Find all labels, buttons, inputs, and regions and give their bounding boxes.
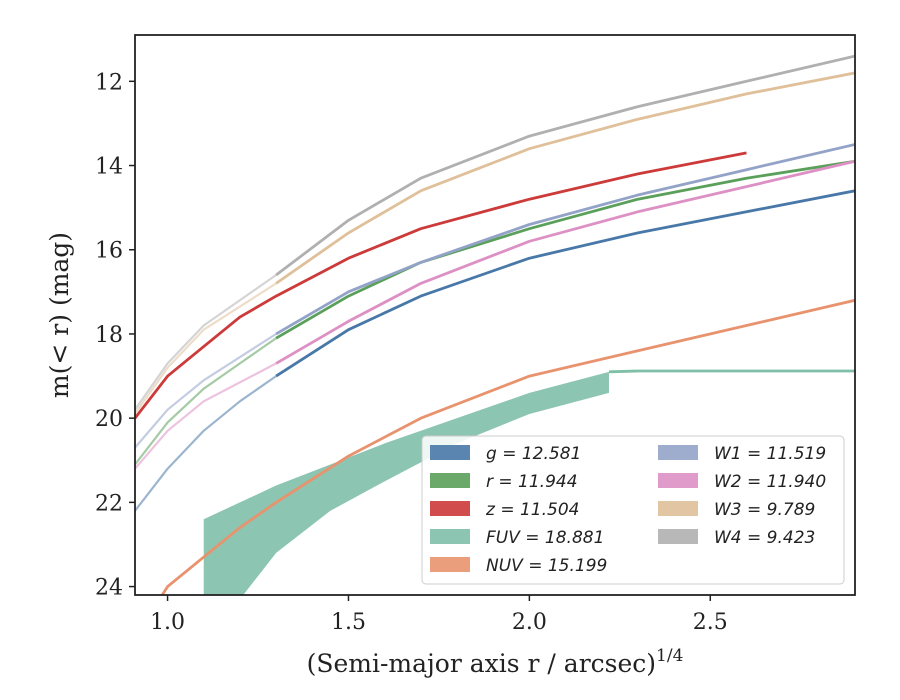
legend-swatch-nuv [430,557,470,572]
legend-label-w2: W2 = 11.940 [714,472,826,492]
series-fuv-band [203,371,609,595]
series-r-line [275,159,855,340]
legend-swatch-z [430,501,470,516]
y-tick-label: 22 [95,491,123,516]
x-tick-label: 2.0 [512,610,547,635]
series-w2-line [275,159,855,365]
series-w1-line [275,143,855,336]
x-tick-label: 2.5 [693,610,728,635]
y-tick-label: 12 [95,70,123,95]
series-w3-line-faint [135,282,277,415]
legend-swatch-w1 [658,445,698,460]
series-g-line [275,189,855,378]
series-fuv-line [608,369,855,374]
series-w2-line-faint [135,362,277,470]
series-w4-line-faint [135,274,277,411]
legend-label-w3: W3 = 9.789 [714,500,815,520]
y-tick-label: 16 [95,239,123,264]
bands-layer [203,371,609,595]
legend-label-fuv: FUV = 18.881 [486,528,604,548]
x-axis-title-exponent: 1/4 [656,646,683,666]
legend-label-g: g = 12.581 [486,444,581,464]
legend-box [421,435,845,585]
legend-label-w1: W1 = 11.519 [714,444,826,464]
legend-swatch-r [430,473,470,488]
legend-swatch-w2 [658,473,698,488]
legend-swatch-g [430,445,470,460]
series-r-line-faint [135,337,277,466]
series-nuv-line [160,298,855,595]
series-z-line [135,151,747,420]
legend-label-w4: W4 = 9.423 [714,528,815,548]
x-tick-label: 1.5 [331,610,366,635]
legend-swatch-w3 [658,501,698,516]
lines-layer [135,54,855,595]
series-g-line-faint [135,375,277,512]
legend-label-r: r = 11.944 [486,472,578,492]
x-tick-label: 1.0 [150,610,185,635]
legend-label-nuv: NUV = 15.199 [486,556,607,576]
y-tick-label: 20 [95,407,123,432]
y-tick-label: 24 [95,576,123,601]
y-tick-label: 18 [95,323,123,348]
legend-label-z: z = 11.504 [485,500,579,520]
y-axis: 12 14 16 18 20 22 24 [95,70,135,601]
legend: g = 12.581 r = 11.944 z = 11.504 FUV = 18.8… [421,435,845,585]
x-axis-title: (Semi-major axis r / arcsec)1/4 [307,646,684,678]
y-tick-label: 14 [95,155,123,180]
series-w1-line-faint [135,332,277,449]
series-w3-line [275,71,855,285]
legend-swatch-w4 [658,529,698,544]
series-w4-line [275,54,855,277]
x-axis: 1.0 1.5 2.0 2.5 [150,595,728,635]
y-axis-title: m(< r) (mag) [45,232,74,398]
legend-swatch-fuv [430,529,470,544]
plot-frame [134,34,856,596]
